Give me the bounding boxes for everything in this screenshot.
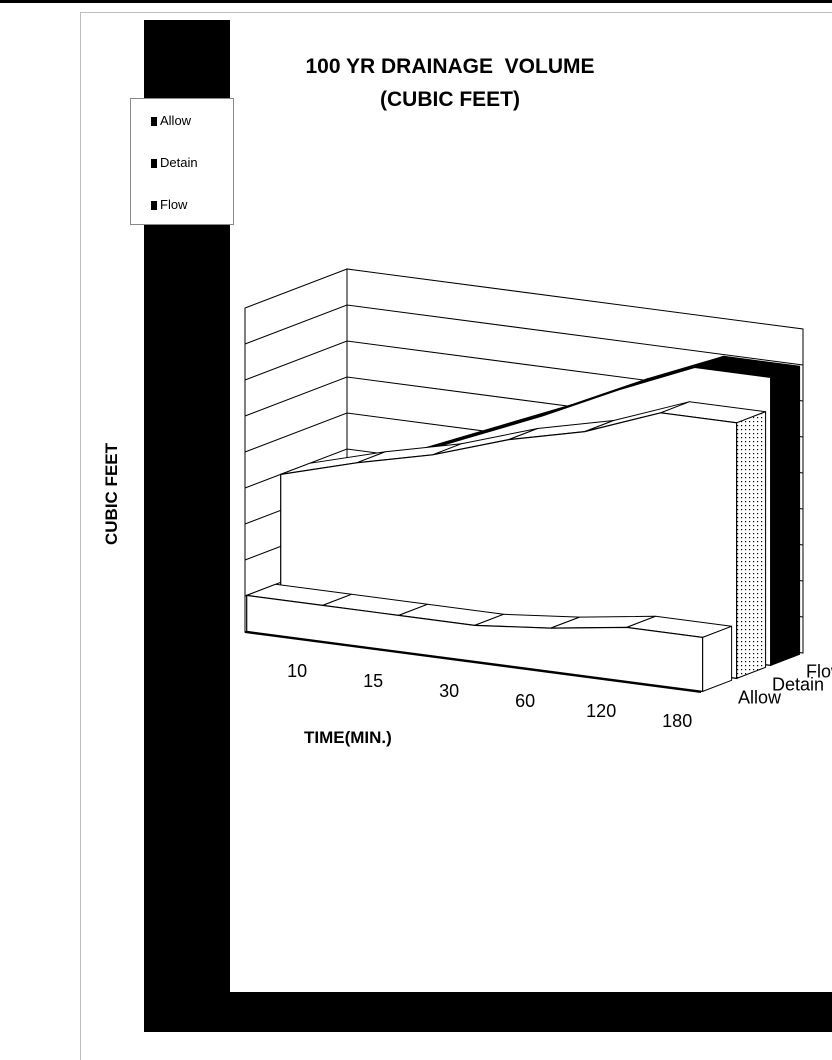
- page-left-rule: [80, 12, 81, 1060]
- chart-subtitle: (CUBIC FEET): [380, 88, 520, 111]
- x-axis-label: TIME(MIN.): [304, 728, 392, 747]
- depth-label-detain: Detain: [772, 675, 824, 695]
- x-tick-label: 10: [287, 661, 307, 681]
- x-tick-label: 30: [439, 681, 459, 701]
- series-end-flow: [770, 365, 801, 667]
- series-end-detain: [736, 410, 767, 680]
- legend-item-detain: Detain: [151, 155, 198, 170]
- x-tick-label: 180: [662, 711, 692, 731]
- top-rule: [0, 0, 832, 3]
- legend: Allow Detain Flow: [130, 98, 234, 225]
- legend-swatch-icon: [151, 159, 157, 168]
- series-end-allow: [702, 625, 733, 693]
- x-tick-label: 60: [515, 691, 535, 711]
- chart-title: 100 YR DRAINAGE VOLUME: [305, 55, 595, 78]
- legend-item-flow: Flow: [151, 197, 187, 212]
- legend-label: Detain: [160, 155, 198, 170]
- legend-label: Flow: [160, 197, 188, 212]
- legend-item-allow: Allow: [151, 113, 191, 128]
- depth-label-allow: Allow: [738, 688, 782, 708]
- x-tick-label: 120: [586, 701, 616, 721]
- legend-swatch-icon: [151, 117, 157, 126]
- x-tick-label: 15: [363, 671, 383, 691]
- legend-label: Allow: [160, 113, 192, 128]
- page-top-rule: [80, 12, 832, 13]
- x-axis-line: [244, 631, 702, 693]
- gridline: [244, 304, 804, 366]
- depth-label-flow: Flow: [806, 662, 832, 682]
- x-tick-label: 5: [216, 651, 226, 671]
- legend-swatch-icon: [151, 201, 157, 210]
